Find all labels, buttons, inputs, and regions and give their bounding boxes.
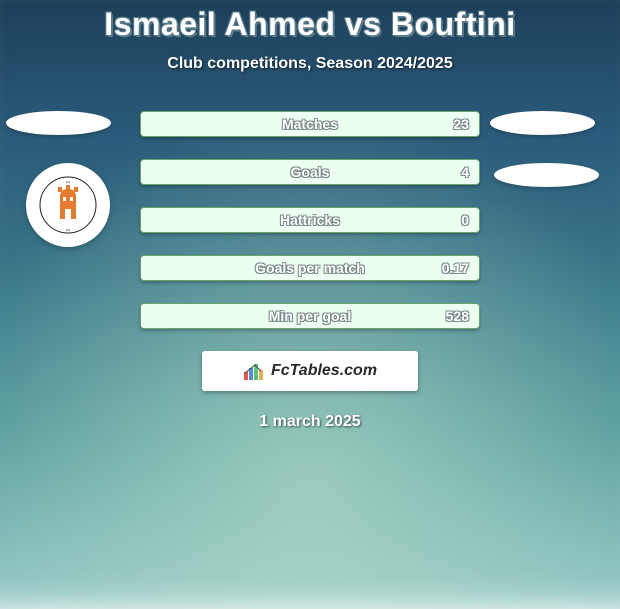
- stat-row: Min per goal528: [140, 303, 480, 329]
- brand-box: FcTables.com: [202, 351, 418, 391]
- stat-label: Matches: [141, 112, 479, 136]
- stat-label: Goals: [141, 160, 479, 184]
- stat-value: 0.17: [442, 256, 469, 280]
- stats-area: ••• ••• Matches23 Goals4 Hattricks0 Goals p…: [0, 111, 620, 329]
- stat-value: 4: [461, 160, 469, 184]
- right-placeholder-ellipse-2: [494, 163, 599, 187]
- club-badge: ••• •••: [26, 163, 110, 247]
- page-subtitle: Club competitions, Season 2024/2025: [0, 55, 620, 73]
- stat-row: Matches23: [140, 111, 480, 137]
- svg-text:•••: •••: [66, 179, 71, 184]
- page-title: Ismaeil Ahmed vs Bouftini: [0, 6, 620, 43]
- content-wrapper: Ismaeil Ahmed vs Bouftini Club competiti…: [0, 0, 620, 580]
- left-placeholder-ellipse: [6, 111, 111, 135]
- stat-row: Hattricks0: [140, 207, 480, 233]
- stat-value: 528: [446, 304, 469, 328]
- stat-label: Hattricks: [141, 208, 479, 232]
- brand-text: FcTables.com: [271, 362, 377, 380]
- stat-value: 23: [453, 112, 469, 136]
- right-placeholder-ellipse-1: [490, 111, 595, 135]
- club-badge-icon: ••• •••: [38, 175, 98, 235]
- svg-text:•••: •••: [66, 227, 71, 232]
- stat-label: Min per goal: [141, 304, 479, 328]
- brand-bars-icon: [243, 361, 265, 381]
- footer-date: 1 march 2025: [0, 413, 620, 431]
- stat-row: Goals4: [140, 159, 480, 185]
- stat-row: Goals per match0.17: [140, 255, 480, 281]
- stat-value: 0: [461, 208, 469, 232]
- stat-label: Goals per match: [141, 256, 479, 280]
